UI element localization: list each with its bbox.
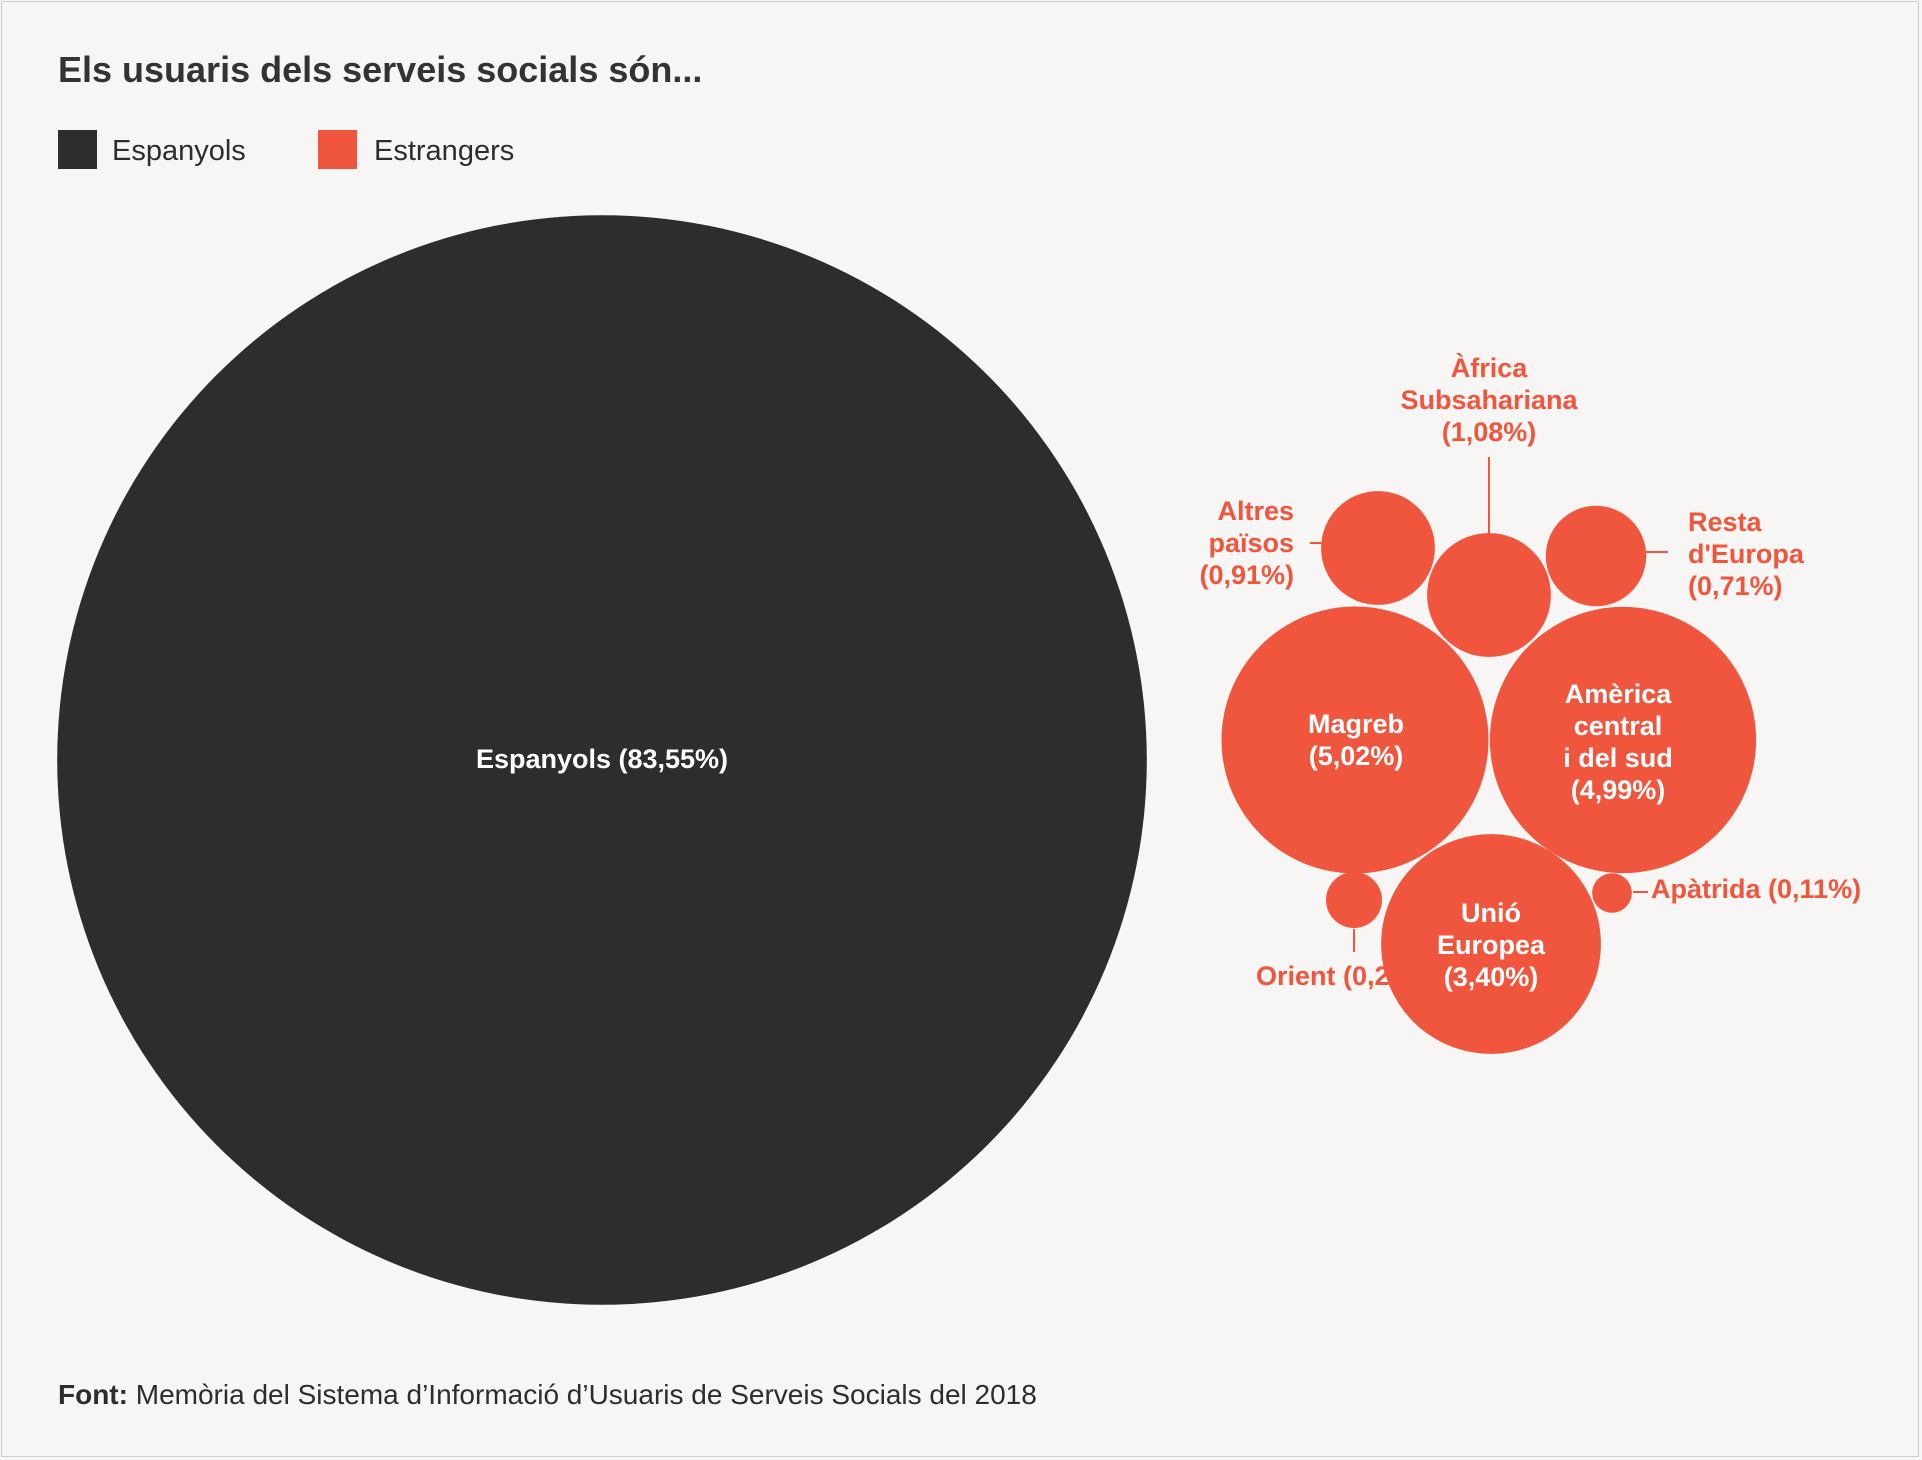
bubble-label-line: Europea — [1437, 930, 1546, 960]
bubble-label-line: països — [1208, 528, 1294, 558]
bubble-label-line: Àfrica — [1451, 352, 1529, 383]
bubble-label-line: i del sud — [1563, 743, 1673, 773]
bubble-espanyols — [57, 215, 1147, 1305]
bubble-label-line: Resta — [1688, 507, 1763, 537]
bubble-magreb — [1221, 606, 1489, 874]
bubble-label-line: (3,40%) — [1444, 962, 1539, 992]
bubble-label-line: Subsahariana — [1400, 385, 1578, 415]
bubble-label-line: d'Europa — [1688, 539, 1805, 569]
bubble-europa — [1545, 505, 1647, 607]
bubble-label-europa: Resta d'Europa (0,71%) — [1688, 507, 1805, 601]
bubble-label-africa: Àfrica Subsahariana (1,08%) — [1400, 352, 1578, 447]
bubble-label-line: Apàtrida (0,11%) — [1651, 874, 1861, 904]
bubble-label-line: Altres — [1217, 496, 1294, 526]
bubble-altres — [1321, 491, 1435, 605]
bubble-group-altres: Altres països (0,91%) — [1199, 491, 1435, 605]
source-note: Font: Memòria del Sistema d’Informació d… — [58, 1379, 1037, 1410]
bubble-label-line: Amèrica — [1565, 679, 1673, 709]
bubble-group-america: Amèrica central i del sud (4,99%) — [1489, 606, 1757, 874]
bubble-group-africa: Àfrica Subsahariana (1,08%) — [1400, 352, 1579, 657]
bubble-label-altres: Altres països (0,91%) — [1199, 496, 1294, 590]
bubble-label-line: Magreb — [1308, 709, 1404, 739]
bubble-orient — [1326, 872, 1382, 928]
bubble-label-line: (5,02%) — [1309, 741, 1404, 771]
bubble-label-line: (1,08%) — [1442, 417, 1537, 447]
bubble-label-magreb: Magreb (5,02%) — [1308, 709, 1404, 771]
bubble-label-line: (0,91%) — [1199, 560, 1294, 590]
bubble-label-ue: Unió Europea (3,40%) — [1437, 898, 1546, 992]
legend-label-espanyols: Espanyols — [112, 135, 246, 167]
legend-label-estrangers: Estrangers — [374, 135, 514, 167]
bubble-america — [1489, 606, 1757, 874]
bubble-apatrida — [1592, 873, 1632, 913]
bubble-label-line: Orient (0,22%) — [1256, 961, 1438, 991]
legend: Espanyols Estrangers — [58, 130, 514, 169]
source-bold: Font: — [58, 1379, 128, 1410]
legend-swatch-estrangers — [318, 130, 357, 169]
bubble-label-orient: Orient (0,22%) — [1256, 961, 1438, 991]
bubble-group-orient: Orient (0,22%) — [1256, 872, 1438, 991]
legend-swatch-espanyols — [58, 130, 97, 169]
bubble-africa — [1427, 533, 1551, 657]
bubble-group-europa: Resta d'Europa (0,71%) — [1545, 505, 1805, 607]
bubble-group-espanyols: Espanyols (83,55%) — [57, 215, 1147, 1305]
chart-title: Els usuaris dels serveis socials són... — [58, 49, 702, 90]
bubble-label-america: Amèrica central i del sud (4,99%) — [1563, 679, 1673, 805]
bubble-group-ue: Unió Europea (3,40%) — [1381, 834, 1601, 1054]
bubbles-layer: Espanyols (83,55%) Magreb (5,02%) Amèrica ce… — [57, 215, 1861, 1305]
bubble-label-espanyols: Espanyols (83,55%) — [476, 744, 728, 774]
bubble-label-line: (4,99%) — [1571, 775, 1666, 805]
bubble-label-apatrida: Apàtrida (0,11%) — [1651, 874, 1861, 904]
bubble-label-line: Espanyols (83,55%) — [476, 744, 728, 774]
bubble-group-magreb: Magreb (5,02%) — [1221, 606, 1489, 874]
bubble-label-line: central — [1574, 711, 1663, 741]
source-text: Memòria del Sistema d’Informació d’Usuar… — [128, 1379, 1037, 1410]
bubble-label-line: Unió — [1461, 898, 1521, 928]
bubble-group-apatrida: Apàtrida (0,11%) — [1592, 873, 1861, 913]
bubble-ue — [1381, 834, 1601, 1054]
bubble-label-line: (0,71%) — [1688, 571, 1783, 601]
